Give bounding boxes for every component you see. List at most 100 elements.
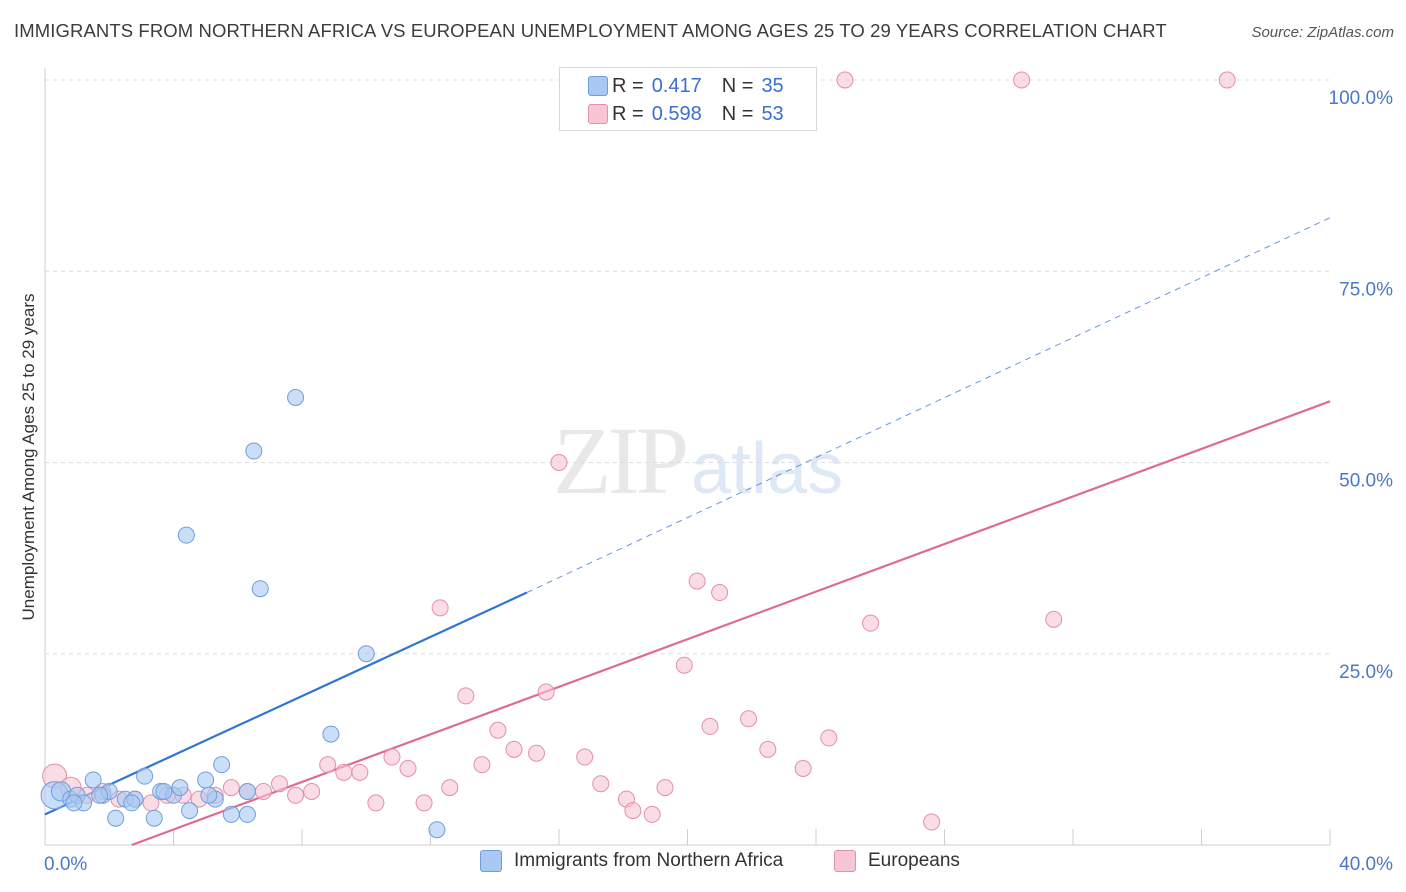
data-point-series-1 [489, 721, 507, 739]
data-point-series-1 [576, 748, 594, 766]
legend-item-immigrants: Immigrants from Northern Africa [480, 850, 783, 872]
data-point-series-1 [862, 614, 880, 632]
data-point-series-1 [254, 782, 272, 800]
legend-row-immigrants: R = 0.417 N = 35 [588, 73, 784, 99]
data-point-series-1 [643, 805, 661, 823]
data-point-series-1 [457, 687, 475, 705]
legend-row-europeans: R = 0.598 N = 53 [588, 101, 784, 127]
data-point-series-1 [675, 656, 693, 674]
legend-item-europeans: Europeans [834, 850, 960, 872]
data-point-series-1 [367, 794, 385, 812]
data-point-series-1 [656, 779, 674, 797]
data-point-series-1 [1045, 610, 1063, 628]
legend-swatch-immigrants [480, 850, 502, 872]
source-credit: Source: ZipAtlas.com [1251, 24, 1394, 41]
data-point-series-1 [759, 740, 777, 758]
data-point-series-1 [415, 794, 433, 812]
data-point-series-1 [319, 756, 337, 774]
data-point-series-0 [238, 782, 256, 800]
data-point-series-1 [794, 760, 812, 777]
data-point-series-1 [303, 782, 321, 800]
y-axis-label: Unemployment Among Ages 25 to 29 years [19, 294, 38, 621]
chart-title: IMMIGRANTS FROM NORTHERN AFRICA VS EUROP… [14, 20, 1167, 41]
data-point-series-0 [177, 526, 195, 544]
legend-n-value: 53 [761, 102, 784, 125]
legend-n-label: N = [721, 102, 754, 125]
data-point-series-0 [84, 771, 102, 789]
tick-labels: 25.0% 50.0% 75.0% 100.0% 0.0% 40.0% [44, 88, 1393, 875]
legend-r-value: 0.598 [651, 102, 702, 125]
y-tick-label: 75.0% [1339, 279, 1393, 300]
data-point-series-0 [171, 779, 189, 797]
data-point-series-0 [197, 771, 215, 789]
data-point-series-1 [1218, 71, 1236, 89]
data-point-series-1 [711, 584, 729, 602]
zipatlas-watermark: ZIPatlas [553, 405, 843, 516]
legend-r-label: R = [612, 102, 644, 125]
data-point-series-1 [820, 729, 838, 747]
data-point-series-0 [251, 580, 269, 598]
legend-r-label: R = [612, 74, 644, 97]
data-point-series-0 [91, 786, 109, 804]
data-point-series-0 [145, 809, 163, 827]
data-point-series-0 [136, 767, 154, 785]
legend-swatch-europeans [834, 850, 856, 872]
data-point-series-0 [238, 805, 256, 823]
data-point-series-1 [923, 813, 941, 831]
data-point-series-1 [528, 744, 546, 762]
data-point-series-1 [592, 775, 610, 793]
data-point-series-1 [383, 748, 401, 766]
data-point-series-0 [245, 442, 263, 460]
axes [44, 68, 1331, 846]
legend-label-europeans: Europeans [868, 850, 960, 871]
data-point-series-1 [1013, 71, 1031, 89]
legend-swatch-immigrants [588, 76, 608, 96]
legend-swatch-europeans [588, 104, 608, 124]
data-point-series-0 [322, 725, 340, 743]
data-point-series-1 [688, 572, 706, 590]
data-point-series-0 [181, 802, 199, 820]
data-points [40, 71, 1236, 839]
data-point-series-1 [351, 763, 369, 781]
correlation-legend: R = 0.417 N = 35 R = 0.598 N = 53 [559, 67, 817, 131]
data-point-series-1 [431, 599, 449, 617]
data-point-series-0 [107, 809, 125, 827]
x-tick-label: 0.0% [44, 854, 87, 875]
data-point-series-0 [222, 805, 240, 823]
y-tick-label: 50.0% [1339, 471, 1393, 492]
data-point-series-1 [441, 779, 459, 797]
y-tick-label: 100.0% [1329, 88, 1394, 109]
data-point-series-1 [701, 717, 719, 735]
data-point-series-1 [624, 802, 642, 820]
data-point-series-1 [271, 775, 289, 793]
legend-n-value: 35 [761, 74, 784, 97]
data-point-series-0 [287, 388, 305, 406]
data-point-series-1 [473, 756, 491, 774]
data-point-series-1 [836, 71, 854, 89]
trend-extension-series-0 [526, 217, 1331, 594]
data-point-series-1 [550, 454, 568, 471]
trend-lines [44, 217, 1331, 847]
data-point-series-0 [213, 756, 231, 774]
data-point-series-1 [222, 779, 240, 797]
watermark-zip: ZIP [553, 407, 689, 514]
trend-line-series-1 [131, 400, 1331, 847]
data-point-series-0 [65, 794, 83, 812]
data-point-series-0 [357, 645, 375, 663]
trend-line-series-0 [44, 591, 528, 816]
legend-r-value: 0.417 [651, 74, 702, 97]
data-point-series-0 [123, 794, 141, 812]
data-point-series-1 [537, 683, 555, 701]
data-point-series-1 [335, 763, 353, 781]
legend-n-label: N = [721, 74, 754, 97]
x-tick-label: 40.0% [1339, 854, 1393, 875]
data-point-series-1 [399, 760, 417, 777]
legend-label-immigrants: Immigrants from Northern Africa [514, 850, 784, 871]
data-point-series-0 [200, 786, 218, 804]
y-tick-label: 25.0% [1339, 662, 1393, 683]
data-point-series-0 [155, 782, 173, 800]
watermark-atlas: atlas [691, 429, 844, 509]
data-point-series-1 [505, 740, 523, 758]
data-point-series-1 [740, 710, 758, 728]
series-legend: Immigrants from Northern Africa European… [0, 850, 1406, 880]
